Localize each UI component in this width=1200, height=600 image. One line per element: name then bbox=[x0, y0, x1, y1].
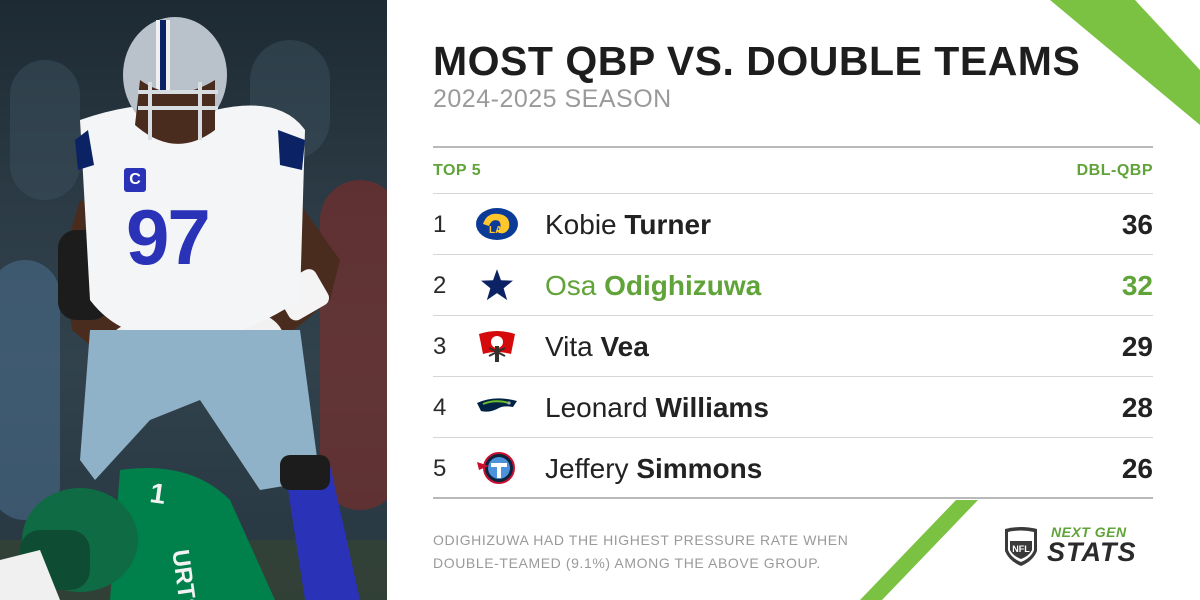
player-first-name: Jeffery bbox=[545, 453, 629, 484]
player-last-name: Turner bbox=[624, 209, 712, 240]
player-last-name: Williams bbox=[655, 392, 769, 423]
player-name: Vita Vea bbox=[545, 331, 649, 363]
shield-text: NFL bbox=[1012, 544, 1030, 554]
rams-logo-icon: LA bbox=[476, 208, 518, 240]
dbl-qbp-value: 29 bbox=[1121, 331, 1153, 362]
player-first-name: Kobie bbox=[545, 209, 617, 240]
next-gen-stats-logo: NFL NEXT GEN STATS bbox=[1003, 523, 1153, 569]
dbl-qbp-value: 32 bbox=[1121, 270, 1153, 301]
player-name: Leonard Williams bbox=[545, 392, 769, 424]
page-title: MOST QBP VS. DOUBLE TEAMS bbox=[433, 38, 1081, 84]
seahawks-logo-icon bbox=[477, 398, 517, 412]
crowd-figure bbox=[10, 60, 80, 200]
jersey-number: 97 bbox=[126, 193, 211, 281]
dbl-qbp-value: 26 bbox=[1121, 453, 1153, 484]
table-header-right: DBL-QBP bbox=[1076, 162, 1153, 179]
dbl-qbp-value: 28 bbox=[1121, 392, 1153, 423]
table-row: 3 Vita Vea 29 bbox=[433, 315, 1153, 376]
player-illustration bbox=[0, 17, 387, 600]
page-subtitle: 2024-2025 SEASON bbox=[433, 85, 672, 113]
buccaneers-flag-icon bbox=[479, 331, 515, 362]
svg-text:LA: LA bbox=[489, 225, 502, 236]
player-first-name: Vita bbox=[545, 331, 593, 362]
rank: 1 bbox=[433, 211, 447, 238]
player-last-name: Odighizuwa bbox=[604, 270, 762, 301]
titans-logo-icon bbox=[477, 452, 515, 484]
crowd-figure bbox=[320, 180, 387, 510]
nfl-shield-icon: NFL bbox=[1005, 527, 1037, 566]
footnote: ODIGHIZUWA HAD THE HIGHEST PRESSURE RATE… bbox=[433, 532, 849, 571]
rank: 4 bbox=[433, 394, 447, 421]
player-last-name: Simmons bbox=[636, 453, 763, 484]
cowboys-star-icon bbox=[476, 267, 518, 303]
player-name: Osa Odighizuwa bbox=[545, 270, 761, 302]
player-first-name: Leonard bbox=[545, 392, 648, 423]
player-last-name: Vea bbox=[600, 331, 649, 362]
brand-line-2: STATS bbox=[1047, 537, 1137, 567]
dbl-qbp-value: 36 bbox=[1121, 209, 1153, 240]
divider bbox=[433, 497, 1153, 499]
table-row: 1 LA Kobie Turner 36 bbox=[433, 193, 1153, 254]
divider bbox=[433, 146, 1153, 148]
player-name: Jeffery Simmons bbox=[545, 453, 762, 485]
captain-patch: C bbox=[124, 168, 146, 192]
player-name: Kobie Turner bbox=[545, 209, 711, 241]
table-row: 2 Osa Odighizuwa 32 bbox=[433, 254, 1153, 315]
green-stripe-bottom bbox=[860, 500, 978, 600]
table-row: 5 Jeffery Simmons 26 bbox=[433, 437, 1153, 498]
rank: 2 bbox=[433, 272, 447, 299]
leaderboard-panel: MOST QBP VS. DOUBLE TEAMS 2024-2025 SEAS… bbox=[433, 0, 1153, 600]
table-row: 4 Leonard Williams 28 bbox=[433, 376, 1153, 437]
table-header-left: TOP 5 bbox=[433, 162, 482, 179]
player-first-name: Osa bbox=[545, 270, 597, 301]
green-stripe-top bbox=[1050, 0, 1200, 125]
player-photo: 97 C 1 URTS bbox=[0, 0, 387, 600]
rank: 3 bbox=[433, 333, 447, 360]
leaderboard-table: 1 LA Kobie Turner 36 2 Osa Odighizuwa 32… bbox=[433, 193, 1153, 498]
brand-line-1: NEXT GEN bbox=[1051, 524, 1127, 540]
crowd-figure bbox=[0, 260, 60, 520]
rank: 5 bbox=[433, 455, 447, 482]
